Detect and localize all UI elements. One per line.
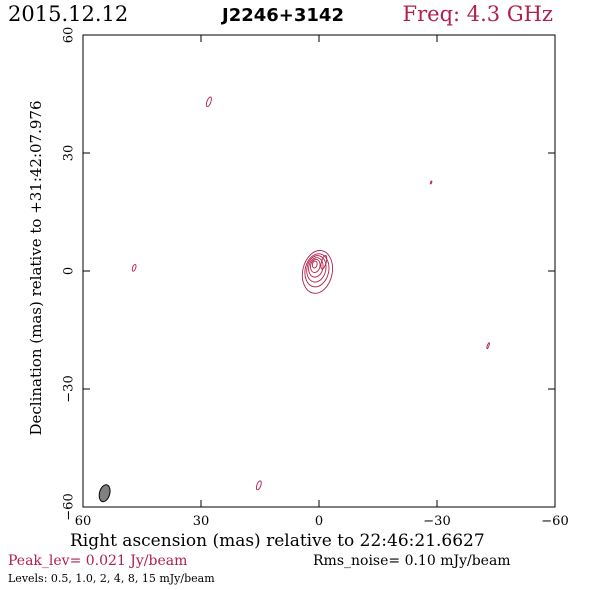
contour-levels: Levels: 0.5, 1.0, 2, 4, 8, 15 mJy/beam [8,572,215,585]
y-axis-label: Declination (mas) relative to +31:42:07.… [27,100,45,436]
core-contour [311,260,318,269]
noise-contour [255,480,262,491]
y-tick-label: −30 [62,375,77,402]
frequency-label: Freq: 4.3 GHz [402,2,553,26]
y-tick-label: 60 [62,27,77,44]
peak-level: Peak_lev= 0.021 Jy/beam [8,553,188,569]
x-tick-label: 30 [193,514,210,529]
core-extension-contour [320,254,328,270]
x-tick-label: 0 [315,514,323,529]
y-tick-label: 30 [62,145,77,162]
core-contour [304,253,330,288]
core-contour [301,250,334,294]
noise-contour [131,264,137,272]
rms-noise: Rms_noise= 0.10 mJy/beam [313,553,511,569]
x-axis-label: Right ascension (mas) relative to 22:46:… [70,531,485,551]
noise-contour [205,96,212,108]
contour-layer [98,96,490,503]
core-contour [306,255,327,283]
source-name: J2246+3142 [222,5,344,26]
core-contour [310,258,321,274]
plot-frame [82,34,556,508]
noise-contour [429,180,433,185]
beam-ellipse [98,484,111,503]
x-tick-label: −60 [541,514,568,529]
axes-frame: 60 30 0 −30 −60 −60 −30 0 30 60 [62,27,569,529]
x-tick-label: 60 [75,514,92,529]
noise-contour [486,342,490,350]
y-tick-label: 0 [62,267,77,275]
x-tick-label: −30 [423,514,450,529]
epoch-date: 2015.12.12 [8,2,129,26]
y-tick-label: −60 [62,493,77,520]
